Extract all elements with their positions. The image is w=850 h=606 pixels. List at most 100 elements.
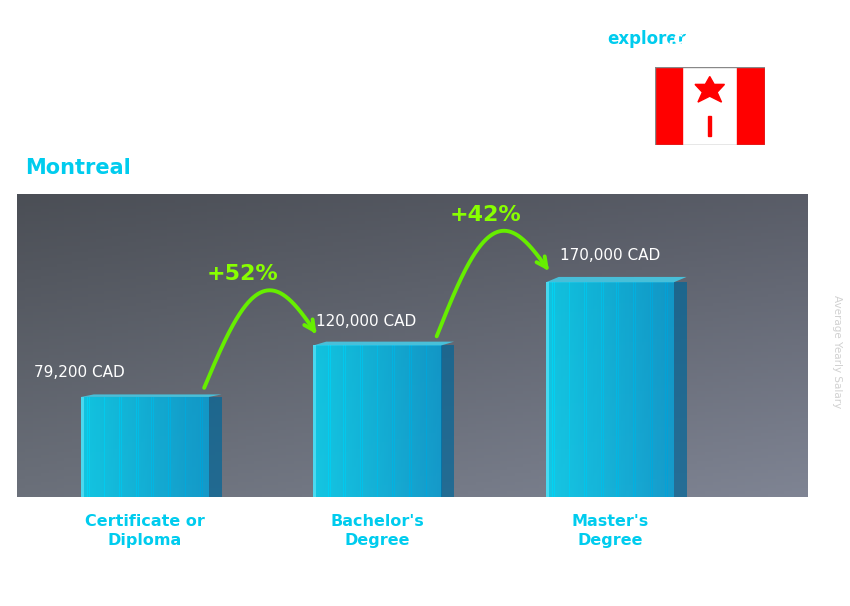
Bar (565, 282, 568, 497)
Bar (605, 282, 608, 497)
Text: explorer: explorer (608, 30, 687, 48)
Bar (570, 282, 572, 497)
Bar (315, 345, 318, 497)
Bar (144, 397, 147, 497)
Text: +52%: +52% (207, 264, 278, 284)
Bar (167, 397, 168, 497)
Bar (737, 67, 765, 145)
Bar (609, 282, 612, 497)
Bar (140, 397, 143, 497)
Bar (139, 397, 141, 497)
Text: Master's
Degree: Master's Degree (571, 513, 649, 548)
Bar (164, 397, 167, 497)
Bar (574, 282, 576, 497)
Bar (625, 282, 627, 497)
Bar (619, 282, 620, 497)
Text: +42%: +42% (450, 205, 522, 225)
Bar (348, 345, 350, 497)
Bar (588, 282, 591, 497)
Bar (612, 282, 615, 497)
Bar (435, 345, 437, 497)
Bar (418, 345, 420, 497)
Bar (151, 397, 154, 497)
Bar (554, 282, 557, 497)
Bar (670, 282, 672, 497)
Bar (117, 397, 120, 497)
Bar (126, 397, 128, 497)
Bar (644, 282, 646, 497)
Bar (143, 397, 145, 497)
Text: salary: salary (561, 30, 618, 48)
Bar (654, 282, 657, 497)
Bar (335, 345, 337, 497)
Bar (433, 345, 435, 497)
Bar (546, 282, 549, 497)
Bar (134, 397, 137, 497)
Text: Bachelor's
Degree: Bachelor's Degree (331, 513, 424, 548)
Bar (604, 282, 606, 497)
Polygon shape (314, 342, 454, 345)
Polygon shape (674, 282, 687, 497)
Bar (653, 282, 655, 497)
Bar (410, 345, 411, 497)
Bar (629, 282, 632, 497)
Polygon shape (695, 76, 724, 102)
Bar (379, 345, 382, 497)
Bar (184, 397, 185, 497)
Bar (365, 345, 367, 497)
Bar (399, 345, 401, 497)
Bar (424, 345, 427, 497)
Bar (352, 345, 354, 497)
Bar (362, 345, 365, 497)
Bar (369, 345, 371, 497)
Bar (431, 345, 433, 497)
Bar (437, 345, 439, 497)
Text: .com: .com (667, 30, 712, 48)
Bar (427, 345, 428, 497)
Bar (546, 282, 548, 497)
Bar (649, 282, 650, 497)
Bar (192, 397, 194, 497)
Bar (597, 282, 599, 497)
Bar (567, 282, 570, 497)
Bar (657, 282, 659, 497)
Bar (81, 397, 84, 497)
Bar (586, 282, 589, 497)
Text: 79,200 CAD: 79,200 CAD (34, 365, 125, 381)
Bar (345, 345, 348, 497)
Bar (156, 397, 158, 497)
Bar (623, 282, 625, 497)
Bar (608, 282, 610, 497)
Bar (115, 397, 117, 497)
Bar (190, 397, 192, 497)
Text: Salary Comparison By Education: Salary Comparison By Education (26, 36, 582, 65)
Polygon shape (209, 397, 222, 497)
Bar (314, 345, 316, 497)
Bar (343, 345, 346, 497)
Bar (414, 345, 416, 497)
Bar (205, 397, 207, 497)
Bar (339, 345, 342, 497)
Bar (578, 282, 581, 497)
Bar (160, 397, 162, 497)
Bar (620, 282, 623, 497)
Bar (314, 345, 316, 497)
Bar (667, 282, 670, 497)
Bar (188, 397, 190, 497)
Bar (580, 282, 582, 497)
Polygon shape (81, 395, 222, 397)
Bar (96, 397, 99, 497)
Bar (638, 282, 640, 497)
Bar (654, 67, 682, 145)
Bar (157, 397, 160, 497)
Bar (393, 345, 394, 497)
Bar (571, 282, 574, 497)
Bar (439, 345, 441, 497)
Bar (201, 397, 202, 497)
Bar (584, 282, 586, 497)
Bar (324, 345, 326, 497)
Bar (196, 397, 198, 497)
Bar (636, 282, 638, 497)
Bar (185, 397, 188, 497)
Bar (106, 397, 109, 497)
